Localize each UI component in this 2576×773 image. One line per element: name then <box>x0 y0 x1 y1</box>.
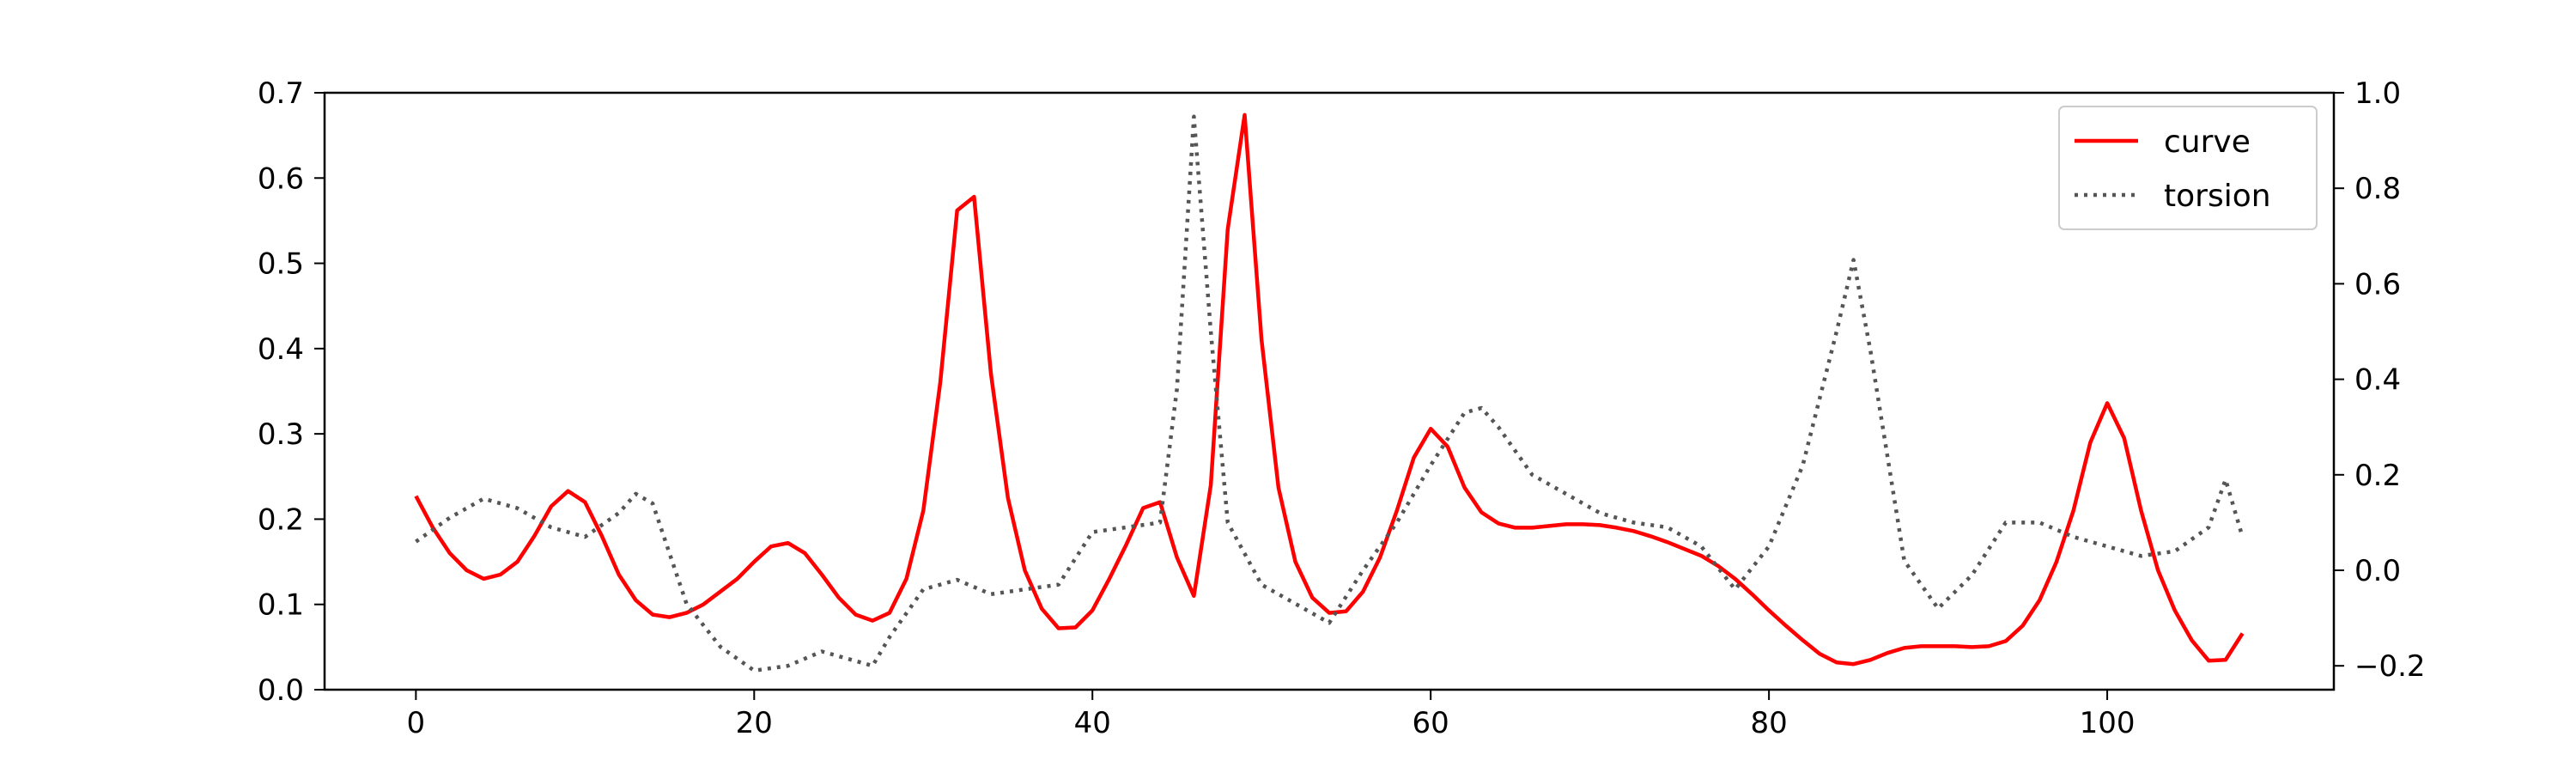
data-point-torsion <box>1295 603 1296 604</box>
series-line-torsion <box>415 114 2245 673</box>
data-point-torsion <box>754 670 755 671</box>
data-point-torsion <box>1092 532 1093 533</box>
legend-label-torsion: torsion <box>2164 179 2271 214</box>
data-point-torsion <box>2039 522 2040 523</box>
legend-label-curve: curve <box>2164 125 2251 160</box>
data-point-torsion <box>1802 465 1803 466</box>
y-tick-label: 0.4 <box>258 332 304 367</box>
plot-frame <box>323 91 2336 691</box>
y-tick-label: 0.3 <box>258 417 304 452</box>
legend: curve torsion <box>2058 106 2318 230</box>
data-point-torsion <box>1667 526 1668 527</box>
y2-tick-label: 0.6 <box>2354 267 2401 301</box>
y2-tick-label: −0.2 <box>2354 649 2426 684</box>
data-point-torsion <box>2073 537 2074 538</box>
y2-tick-label: 0.0 <box>2354 554 2401 588</box>
data-point-torsion <box>1870 350 1871 351</box>
series-line-curve <box>414 113 2245 666</box>
y2-tick-label: 1.0 <box>2354 76 2401 111</box>
data-point-torsion <box>1904 560 1905 561</box>
plot-area-border <box>323 91 2336 691</box>
x-tick-label: 40 <box>1074 706 1111 740</box>
data-point-torsion <box>2107 546 2108 547</box>
data-point-torsion <box>1701 546 1702 547</box>
x-tick-label: 60 <box>1413 706 1449 740</box>
data-point-torsion <box>1261 584 1262 585</box>
y2-tick-label: 0.2 <box>2354 459 2401 493</box>
data-point-torsion <box>1126 526 1127 527</box>
data-point-torsion <box>618 513 619 514</box>
y-tick-label: 0.2 <box>258 502 304 537</box>
y2-tick-label: 0.8 <box>2354 172 2401 206</box>
data-point-torsion <box>2242 537 2243 538</box>
y-tick-label: 0.1 <box>258 588 304 623</box>
data-point-torsion <box>1769 546 1770 547</box>
data-point-torsion <box>855 660 856 661</box>
y-tick-label: 0.5 <box>258 247 304 282</box>
data-point-torsion <box>1024 589 1025 590</box>
series-group <box>414 113 2245 673</box>
y-tick-label: 0.0 <box>258 673 304 708</box>
legend-box <box>2058 106 2318 230</box>
x-tick-label: 0 <box>407 706 426 740</box>
data-point-torsion <box>1363 570 1364 571</box>
data-point-torsion <box>1938 608 1939 609</box>
data-point-torsion <box>483 498 484 499</box>
data-point-torsion <box>1396 522 1397 523</box>
y-tick-label: 0.7 <box>258 76 304 111</box>
data-point-torsion <box>2225 479 2226 480</box>
axes: 0 20 40 60 80 100 0.0 0.1 0.2 0.3 0.4 0.5 0.6 0.7 −0.2… <box>258 76 2426 740</box>
data-point-torsion <box>1464 412 1465 413</box>
x-tick-label: 100 <box>2080 706 2136 740</box>
y2-tick-label: 0.4 <box>2354 363 2401 398</box>
data-point-torsion <box>1600 513 1601 514</box>
x-tick-label: 20 <box>736 706 773 740</box>
x-tick-label: 80 <box>1750 706 1787 740</box>
y-tick-label: 0.6 <box>258 161 304 196</box>
